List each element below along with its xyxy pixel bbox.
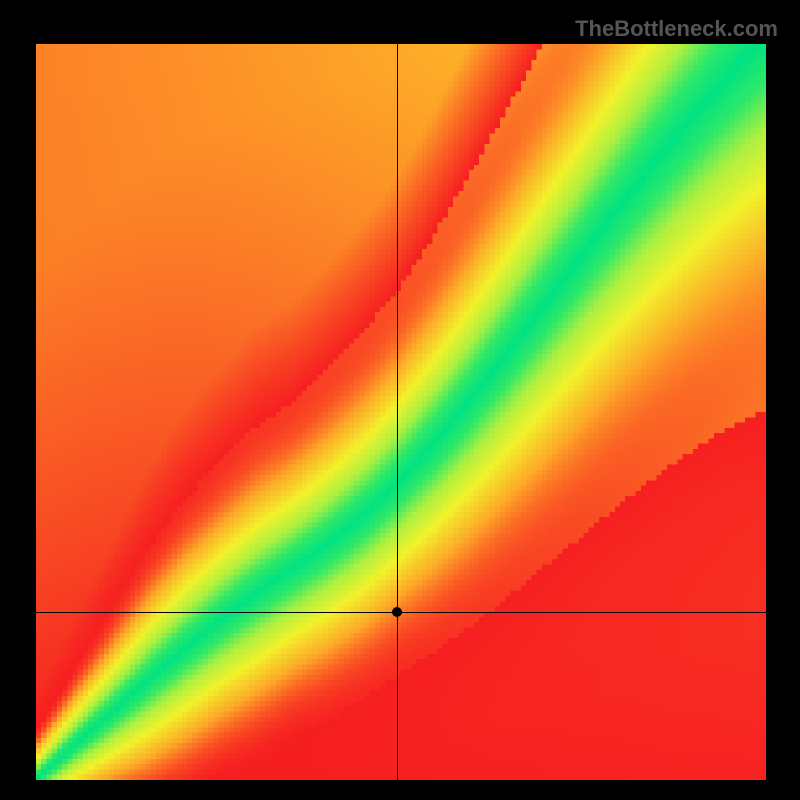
heatmap-plot-area (36, 44, 766, 780)
crosshair-vertical (397, 44, 398, 780)
heatmap-canvas (36, 44, 766, 780)
crosshair-marker-dot (392, 607, 402, 617)
bottleneck-heatmap-chart: TheBottleneck.com (0, 0, 800, 800)
watermark-text: TheBottleneck.com (575, 16, 778, 42)
